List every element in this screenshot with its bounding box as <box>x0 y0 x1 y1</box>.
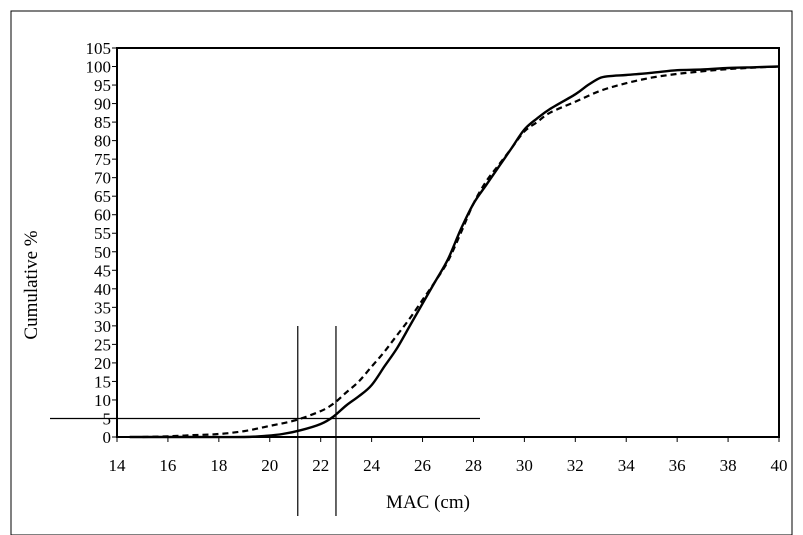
series-line-solid <box>129 65 780 439</box>
x-tick-label: 18 <box>210 456 227 475</box>
x-tick-label: 16 <box>159 456 176 475</box>
x-tick-label: 38 <box>720 456 737 475</box>
y-tick-label: 100 <box>86 58 112 77</box>
y-tick-label: 0 <box>103 428 112 447</box>
x-tick-label: 36 <box>669 456 686 475</box>
y-tick-label: 80 <box>94 132 111 151</box>
y-tick-label: 15 <box>94 372 111 391</box>
y-tick-label: 90 <box>94 95 111 114</box>
x-tick-label: 20 <box>261 456 278 475</box>
y-tick-label: 85 <box>94 113 111 132</box>
y-tick-label: 75 <box>94 150 111 169</box>
x-tick-label: 22 <box>312 456 329 475</box>
y-tick-label: 95 <box>94 76 111 95</box>
y-axis-title: Cumulative % <box>21 230 42 339</box>
x-axis-title: MAC (cm) <box>386 492 470 513</box>
x-tick-label: 28 <box>465 456 482 475</box>
outer-frame <box>10 10 793 535</box>
y-tick-label: 65 <box>94 187 111 206</box>
y-tick-label: 45 <box>94 261 111 280</box>
y-tick-label: 40 <box>94 280 111 299</box>
series-line-dashed <box>142 65 780 439</box>
x-tick-label: 40 <box>771 456 788 475</box>
y-tick-label: 105 <box>86 39 112 58</box>
y-tick-label: 25 <box>94 335 111 354</box>
x-tick-label: 34 <box>618 456 636 475</box>
x-tick-label: 24 <box>363 456 381 475</box>
y-tick-label: 60 <box>94 206 111 225</box>
x-tick-label: 14 <box>109 456 127 475</box>
y-tick-label: 55 <box>94 224 111 243</box>
y-tick-label: 50 <box>94 243 111 262</box>
y-tick-label: 35 <box>94 298 111 317</box>
y-tick-label: 30 <box>94 317 111 336</box>
y-tick-label: 10 <box>94 391 111 410</box>
y-tick-label: 70 <box>94 169 111 188</box>
x-tick-label: 26 <box>414 456 431 475</box>
plot-area-border <box>116 47 780 438</box>
x-tick-label: 32 <box>567 456 584 475</box>
x-tick-label: 30 <box>516 456 533 475</box>
y-tick-label: 20 <box>94 354 111 373</box>
